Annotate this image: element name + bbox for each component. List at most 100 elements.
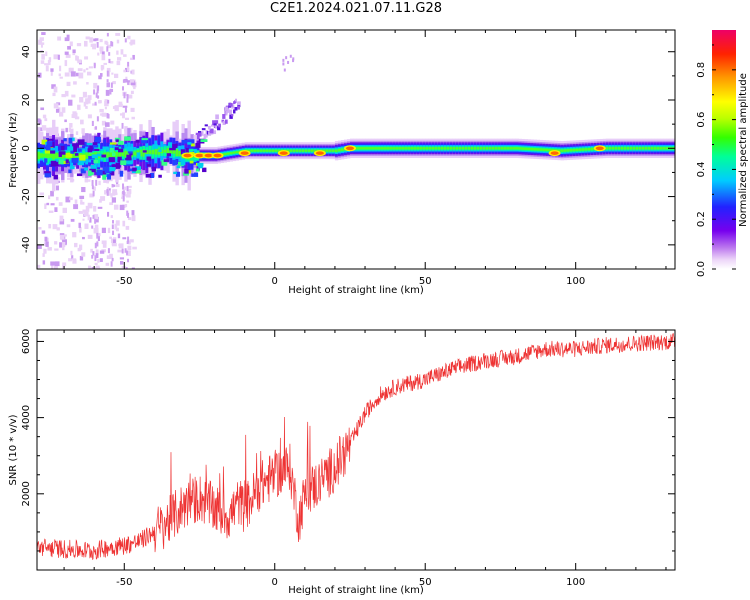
heatmap-noise-cell — [104, 99, 108, 104]
heatmap-noise-cell — [90, 248, 93, 253]
heatmap-cell — [52, 151, 56, 160]
heatmap-noise-cell — [106, 188, 109, 194]
heatmap-spur-cell — [213, 130, 217, 135]
heatmap-noise-cell — [116, 60, 121, 66]
heatmap-noise-cell — [104, 106, 107, 110]
heatmap-noise-cell — [110, 82, 113, 88]
heatmap-noise-cell — [111, 257, 114, 262]
heatmap-cell — [533, 148, 537, 151]
heatmap-noise-cell — [92, 103, 97, 106]
heatmap-cell — [392, 147, 396, 150]
heatmap-noise-cell — [82, 91, 87, 98]
heatmap-noise-cell — [48, 195, 51, 200]
heatmap-blob — [172, 143, 178, 149]
heatmap-noise-cell — [65, 196, 71, 203]
heatmap-noise-cell — [62, 265, 65, 269]
heatmap-noise-cell — [62, 241, 66, 248]
heatmap-noise-cell — [64, 72, 70, 77]
heatmap-noise-cell — [133, 86, 136, 90]
heatmap-noise-cell — [77, 104, 81, 110]
heatmap-noise-cell — [84, 56, 89, 60]
heatmap-noise-cell — [79, 255, 84, 261]
heatmap-blob — [68, 138, 73, 144]
heatmap-cell — [461, 147, 465, 150]
heatmap-cell — [644, 147, 649, 150]
heatmap-cell — [374, 147, 378, 150]
heatmap-cell — [491, 147, 495, 150]
heatmap-blob — [176, 165, 181, 169]
heatmap-noise-cell — [48, 210, 54, 213]
heatmap-blob — [200, 139, 208, 142]
heatmap-blob — [180, 159, 186, 166]
heatmap-blob — [70, 147, 75, 154]
heatmap-blob — [44, 171, 52, 178]
heatmap-noise-cell — [92, 190, 95, 197]
heatmap-noise-cell — [116, 57, 122, 61]
heatmap-noise-cell — [50, 190, 54, 197]
heatmap-noise-cell — [42, 253, 45, 257]
heatmap-noise-cell — [112, 184, 116, 187]
heatmap-noise-cell — [106, 44, 111, 49]
heatmap-cell — [274, 149, 279, 152]
heatmap-cell — [416, 147, 420, 150]
heatmap-noise-cell — [130, 107, 135, 112]
heatmap-noise-cell — [88, 66, 93, 69]
heatmap-cell — [653, 147, 658, 150]
heatmap-noise-cell — [111, 224, 114, 230]
heatmap-noise-cell — [97, 95, 100, 99]
heatmap-noise-cell — [126, 94, 129, 100]
heatmap-cell — [334, 149, 339, 152]
heatmap-noise-cell — [124, 248, 127, 253]
heatmap-noise-cell — [81, 252, 86, 257]
heatmap-noise-cell — [114, 105, 119, 112]
heatmap-noise-cell — [127, 61, 130, 67]
heatmap-cell — [623, 147, 628, 150]
heatmap-noise-cell — [98, 100, 102, 104]
heatmap-spur-cell — [214, 120, 219, 124]
snr-x-tick-label: 50 — [419, 577, 432, 588]
heatmap-spur-cell — [231, 104, 235, 109]
heatmap-blob — [88, 170, 92, 176]
heatmap-noise-cell — [69, 41, 73, 47]
heatmap-spur-cell — [283, 68, 286, 72]
heatmap-noise-cell — [117, 249, 123, 253]
heatmap-cell — [611, 147, 616, 150]
heatmap-cell — [470, 147, 474, 150]
heatmap-noise-cell — [89, 37, 93, 43]
heatmap-blob — [167, 142, 172, 146]
heatmap-cell — [37, 152, 41, 159]
heatmap-noise-cell — [79, 96, 84, 103]
heatmap-noise-cell — [132, 246, 137, 250]
heatmap-noise-cell — [74, 199, 78, 204]
heatmap-noise-cell — [109, 236, 112, 239]
heatmap-noise-cell — [126, 250, 129, 255]
heatmap-cell — [656, 147, 661, 150]
heatmap-noise-cell — [132, 54, 135, 60]
heatmap-cell — [163, 149, 167, 153]
heatmap-noise-cell — [122, 183, 125, 190]
heatmap-cell — [313, 149, 318, 152]
heatmap-cell — [479, 147, 483, 150]
heatmap-cell — [584, 148, 589, 151]
heatmap-cell — [497, 147, 501, 150]
heatmap-noise-cell — [100, 49, 103, 54]
heatmap-noise-cell — [38, 119, 42, 125]
heatmap-noise-cell — [110, 238, 113, 243]
heatmap-blob — [115, 139, 119, 142]
spectrogram-frame — [36, 29, 676, 270]
colorbar-gradient — [712, 30, 736, 269]
heatmap-noise-cell — [80, 119, 84, 125]
spectrogram-y-tick-label: -20 — [21, 188, 32, 204]
heatmap-cell — [410, 147, 414, 150]
heatmap-cell — [383, 147, 387, 150]
heatmap-noise-cell — [39, 37, 44, 41]
heatmap-noise-cell — [70, 67, 74, 73]
heatmap-cell — [401, 147, 405, 150]
heatmap-noise-cell — [96, 116, 99, 122]
heatmap-cell — [605, 147, 610, 150]
heatmap-cell — [73, 152, 77, 160]
heatmap-noise-cell — [44, 63, 49, 66]
heatmap-cell — [295, 149, 300, 152]
heatmap-noise-cell — [103, 62, 107, 65]
